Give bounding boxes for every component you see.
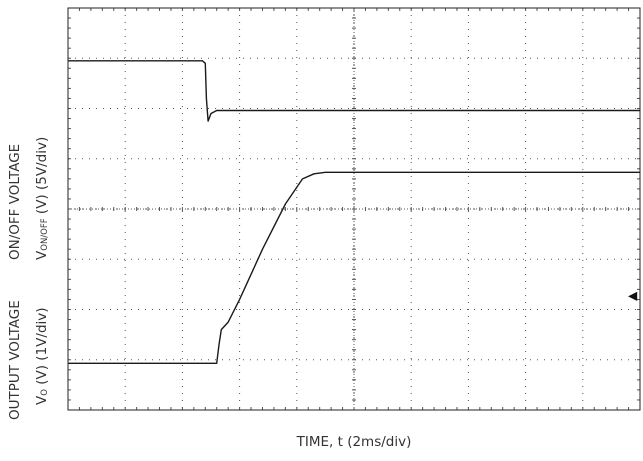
scope-markers: ◀ [628,288,638,302]
plot-frame [67,7,641,411]
y-axis-label-output-title: OUTPUT VOLTAGE [7,300,23,420]
y-axis-label-output-units: VO (V) (1V/div) [34,307,50,405]
trace-onoff-voltage [68,60,640,122]
y-axis-label-onoff-units: VON/OFF (V) (5V/div) [34,136,50,260]
trace-output-voltage [68,171,640,364]
x-axis-label: TIME, t (2ms/div) [296,434,412,450]
trigger-level-marker-icon: ◀ [628,288,638,302]
y-axis-labels: ON/OFF VOLTAGE VON/OFF (V) (5V/div) OUTP… [0,0,70,461]
y-axis-label-onoff-title: ON/OFF VOLTAGE [7,143,23,260]
scope-traces [68,60,640,364]
scope-grid [67,7,641,411]
